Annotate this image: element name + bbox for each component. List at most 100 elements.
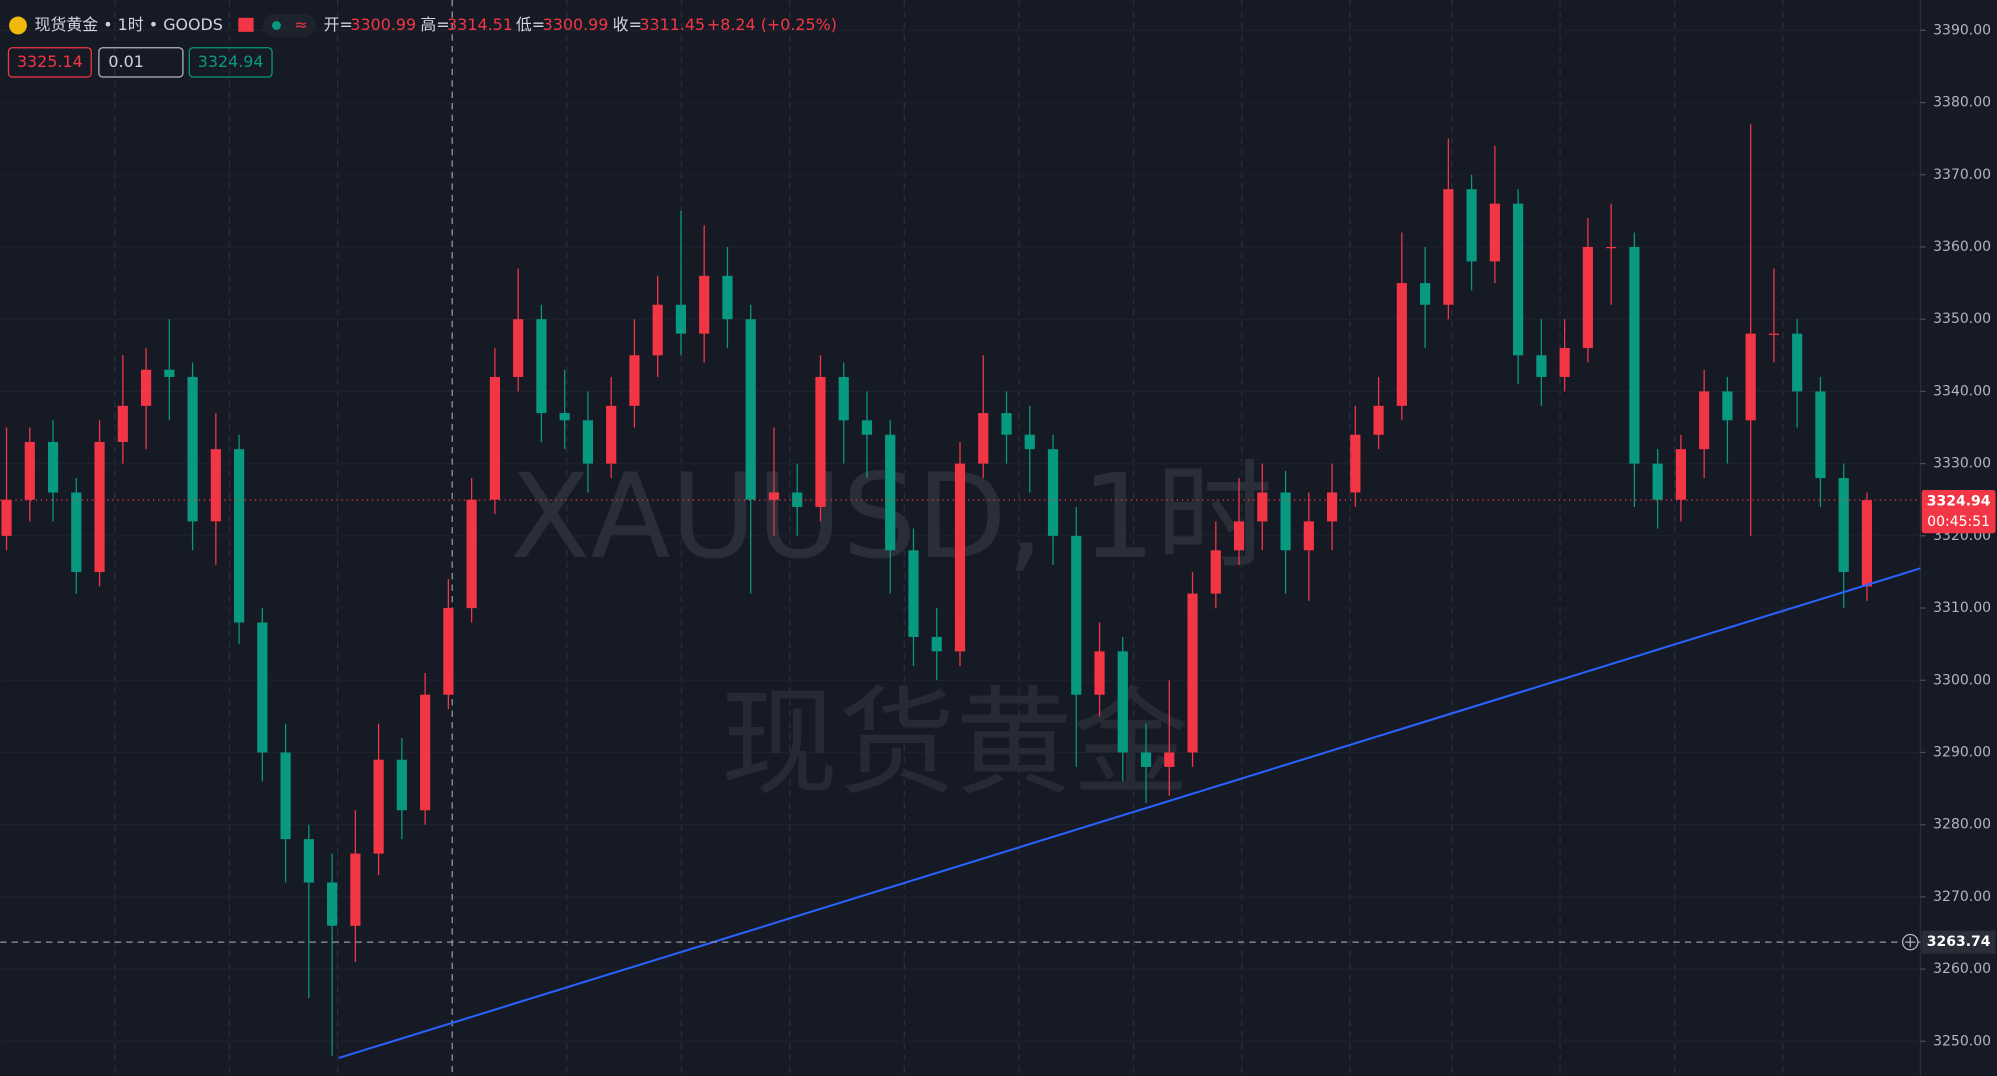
candle-body <box>443 608 454 695</box>
candle-body <box>1187 593 1198 753</box>
crosshair-tag <box>1921 930 1996 954</box>
candle-body <box>1722 391 1733 421</box>
y-tick-label: 3310.00 <box>1933 600 1991 616</box>
candle-body <box>1768 333 1780 335</box>
candle-body <box>1675 449 1686 500</box>
sell-price[interactable]: 3325.14 <box>17 52 83 71</box>
candle-body <box>1582 246 1593 349</box>
candle-body <box>1652 463 1663 500</box>
vertical-grid <box>114 0 1784 1076</box>
quantity[interactable]: 0.01 <box>108 52 143 71</box>
market-status <box>272 21 281 30</box>
candle-body <box>1489 203 1500 262</box>
candle-body <box>210 449 221 522</box>
candle-body <box>140 369 152 406</box>
price-countdown: 00:45:51 <box>1927 514 1990 530</box>
candle-body <box>1 499 12 536</box>
buy-price[interactable]: 3324.94 <box>198 52 264 71</box>
candle-body <box>1466 189 1477 262</box>
candle-body <box>559 413 570 421</box>
candle-body <box>1443 189 1454 305</box>
candle-body <box>1815 391 1826 479</box>
candle-body <box>1280 492 1291 551</box>
candle-body <box>861 420 873 435</box>
candle-body <box>396 759 407 811</box>
open-label: 开= <box>324 15 353 34</box>
candle-body <box>1024 434 1035 450</box>
candle-body <box>792 492 803 507</box>
candle-body <box>1838 478 1849 572</box>
candle-body <box>629 355 640 406</box>
close-label: 收= <box>613 15 642 34</box>
y-tick-label: 3280.00 <box>1933 817 1991 833</box>
candle-body <box>885 434 896 551</box>
quantity-input[interactable] <box>98 47 184 78</box>
candle-body <box>47 441 59 493</box>
candle-body <box>1536 355 1547 377</box>
candle-body <box>513 319 524 377</box>
candle-body <box>536 319 547 414</box>
change-value: +8.24 (+0.25%) <box>707 15 837 34</box>
candle-body <box>187 376 198 522</box>
flag-icon[interactable] <box>238 17 254 32</box>
candle-body <box>1861 500 1873 587</box>
candle-body <box>373 759 384 854</box>
candle-body <box>280 752 291 840</box>
high-label: 高= <box>420 15 449 34</box>
candle-body <box>1233 521 1245 551</box>
candle-body <box>1326 492 1338 522</box>
candle-body <box>1257 492 1268 522</box>
candle-body <box>838 376 849 421</box>
approx-icon: ≈ <box>294 15 307 34</box>
candle-body <box>24 441 35 500</box>
candle-body <box>1792 333 1803 392</box>
crosshair-price: 3263.74 <box>1927 934 1991 950</box>
y-tick-label: 3340.00 <box>1933 383 1991 399</box>
symbol[interactable]: 现货黄金 • 1时 • GOODS <box>35 15 223 34</box>
candle-body <box>745 319 756 500</box>
candle-body <box>489 376 500 500</box>
y-tick-label: 3380.00 <box>1933 95 1991 111</box>
candle-body <box>1699 391 1710 450</box>
candle-body <box>815 376 826 507</box>
candle-body <box>327 882 338 926</box>
candle-body <box>257 622 268 753</box>
candle-body <box>606 405 617 464</box>
candle-body <box>1606 246 1617 249</box>
y-tick-label: 3350.00 <box>1933 311 1991 327</box>
low-value: 3300.99 <box>543 15 609 34</box>
y-tick-label: 3390.00 <box>1933 22 1991 38</box>
candle-body <box>1094 651 1105 695</box>
candle-body <box>722 275 733 320</box>
candle-body <box>1071 535 1082 695</box>
candle-body <box>1350 434 1361 493</box>
candle-body <box>908 550 919 637</box>
trendline <box>338 567 1921 1059</box>
candle-body <box>420 694 431 811</box>
price-tag <box>1921 489 1996 534</box>
candle-body <box>768 492 780 500</box>
watermark-name: 现货黄金 <box>721 675 1190 812</box>
status-pill <box>262 14 316 37</box>
y-tick-label: 3370.00 <box>1933 167 1991 183</box>
candle-body <box>1210 550 1221 594</box>
buy-button[interactable] <box>188 47 273 78</box>
sell-button[interactable] <box>7 47 92 78</box>
candle-body <box>699 275 710 334</box>
add-alert-plus <box>1905 937 1916 948</box>
candle-body <box>1164 752 1175 767</box>
price-tag-value: 3324.94 <box>1927 493 1991 509</box>
close-value: 3311.45 <box>639 15 705 34</box>
candle-body <box>164 369 175 377</box>
high-value: 3314.51 <box>447 15 513 34</box>
y-tick-label: 3330.00 <box>1933 456 1991 472</box>
candle-body <box>94 441 105 572</box>
open-value: 3300.99 <box>350 15 416 34</box>
symbol-logo <box>9 16 27 35</box>
y-tick-label: 3250.00 <box>1933 1033 1991 1049</box>
candle-body <box>117 405 128 442</box>
y-tick-label: 3360.00 <box>1933 239 1991 255</box>
y-tick-label: 3270.00 <box>1933 889 1991 905</box>
